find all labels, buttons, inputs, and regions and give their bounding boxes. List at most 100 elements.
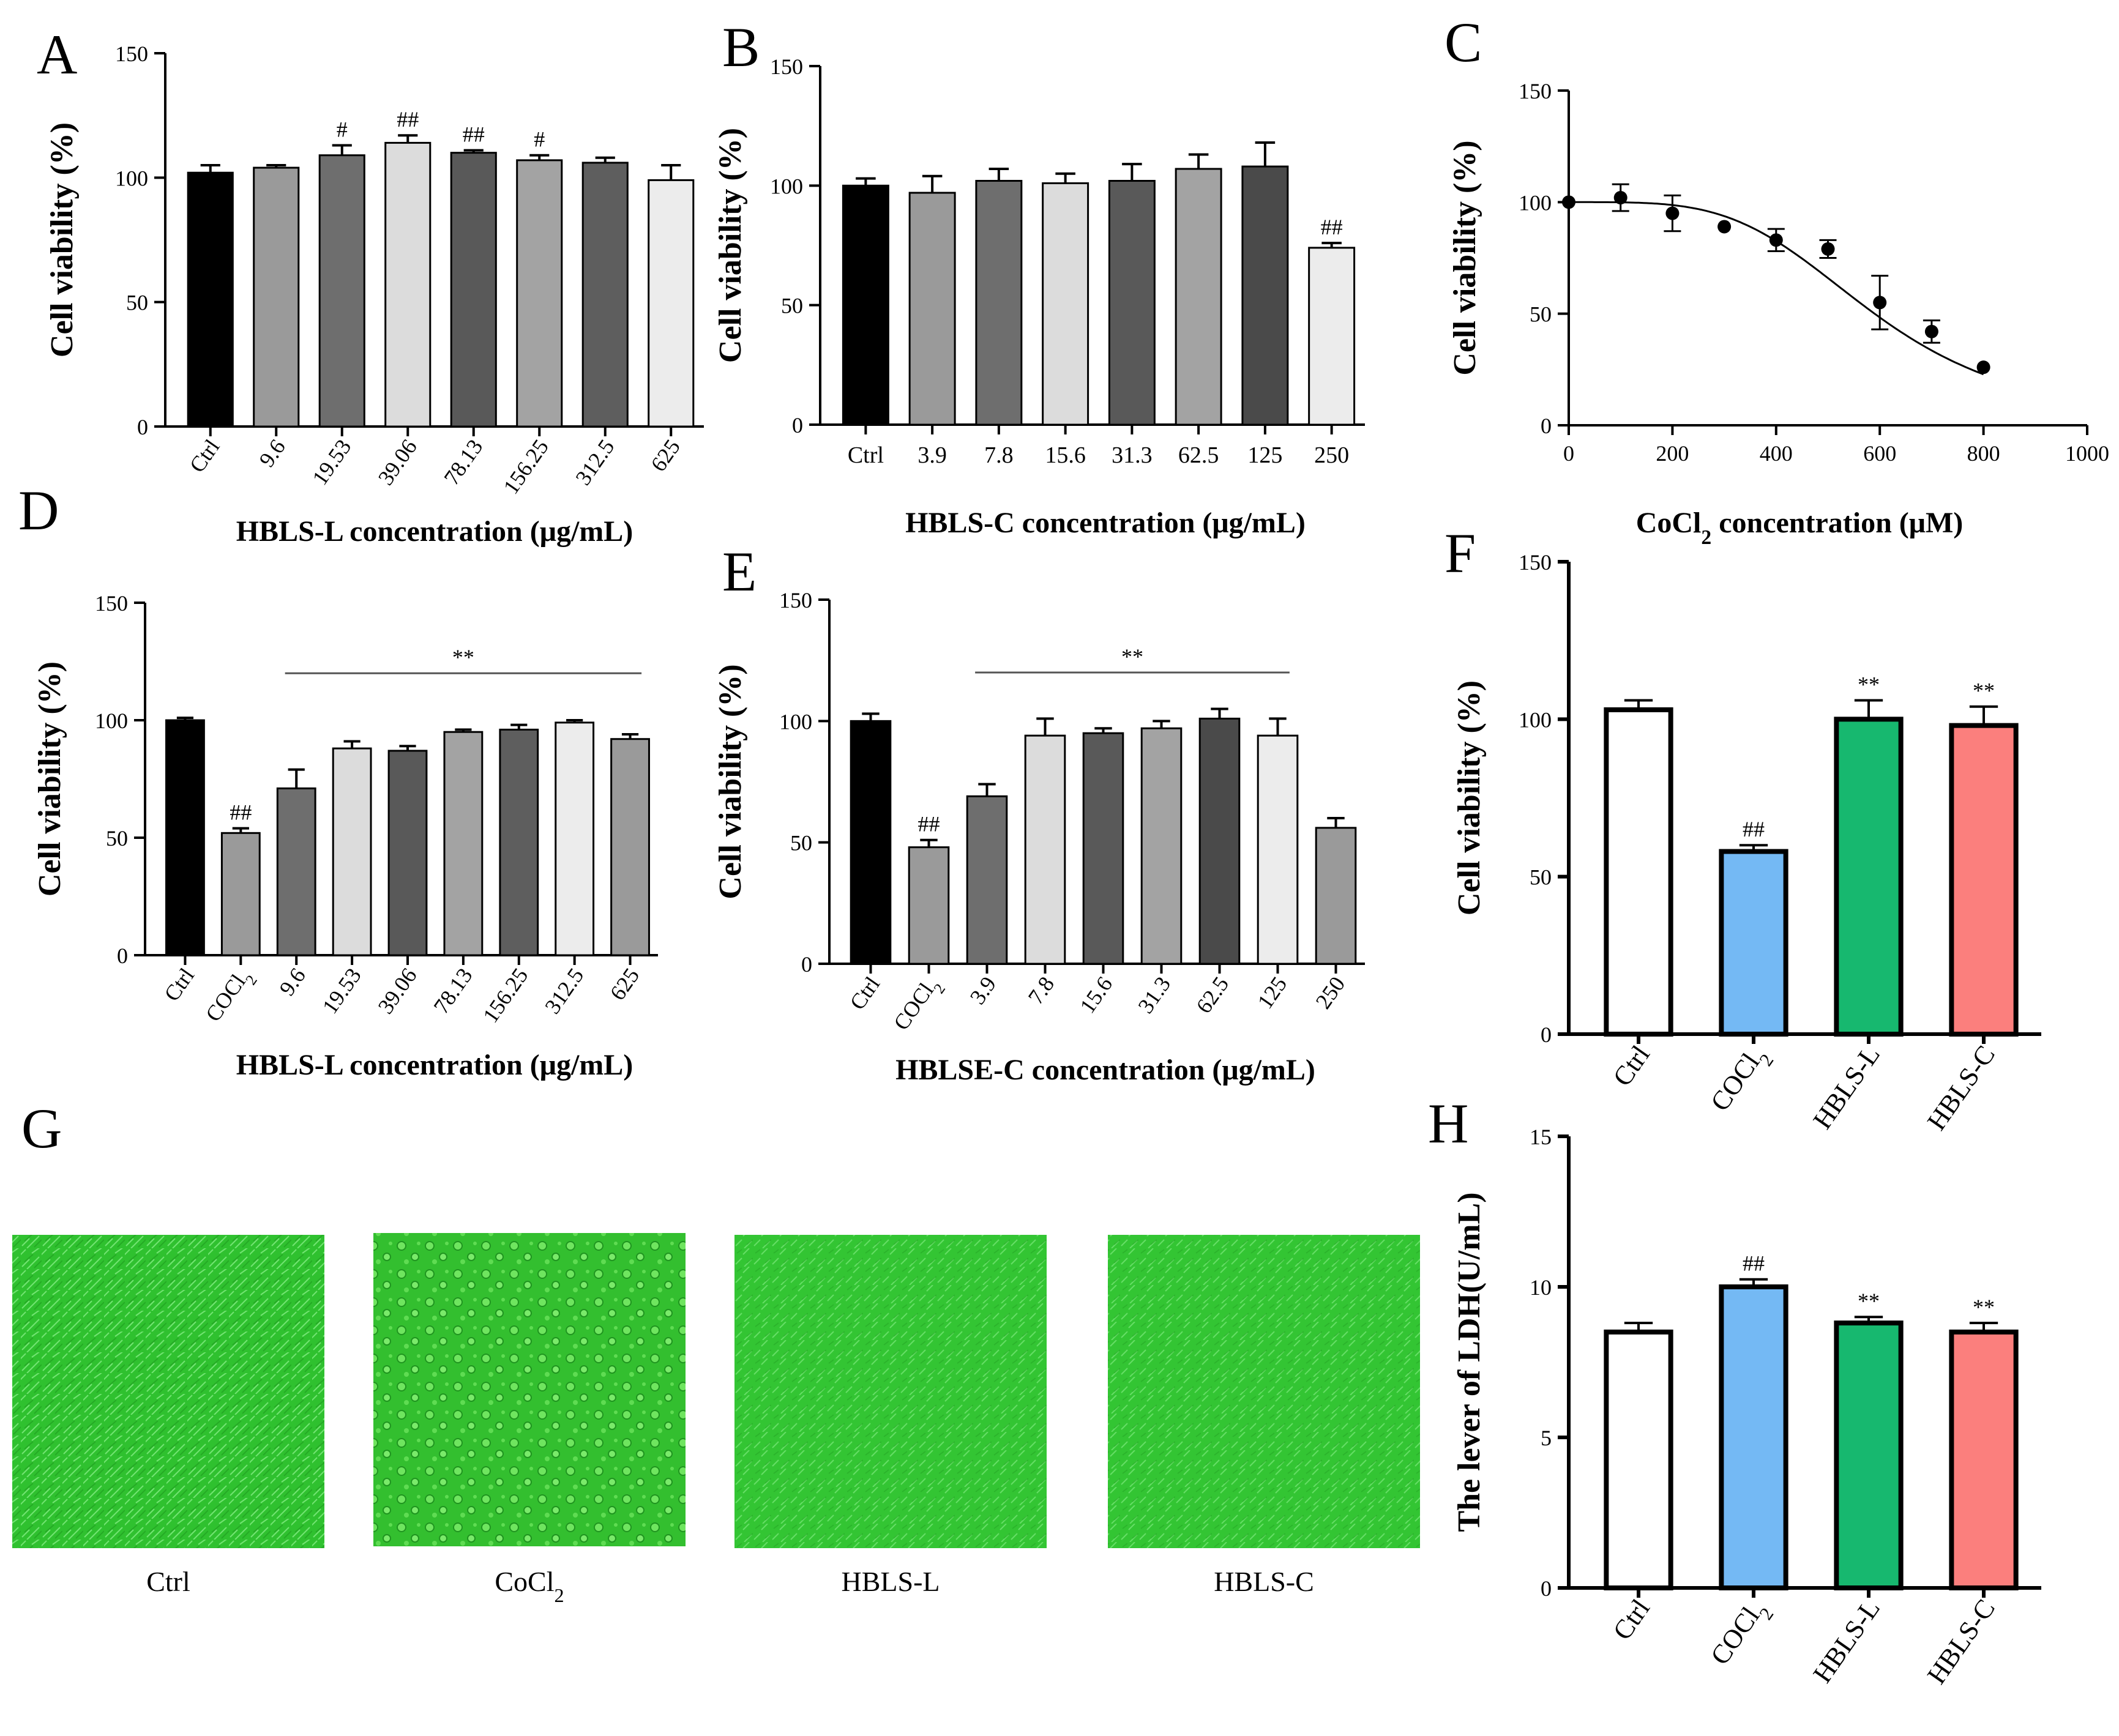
- y-tick-label: 0: [1541, 414, 1552, 438]
- y-tick-label: 50: [1530, 302, 1552, 327]
- data-point: [1976, 360, 1990, 374]
- bar-COCl2: [1719, 1284, 1788, 1590]
- x-tick-label: 9.6: [274, 964, 310, 1000]
- bar-156.25: [516, 159, 563, 428]
- micrograph-hbls-c: [1108, 1235, 1420, 1548]
- bar-15.6: [1082, 732, 1124, 965]
- x-tick-label: 625: [646, 435, 685, 476]
- data-point: [1924, 324, 1938, 338]
- bar-31.3: [1108, 180, 1156, 426]
- x-tick-label: Ctrl: [159, 964, 199, 1006]
- panel-C: C 0 50 100 150 Cell viability (%) 0 200 400 600 80…: [1444, 11, 2109, 549]
- bar-Ctrl: [1604, 1329, 1673, 1591]
- panel-E: E 0 50 100 150 Cell viability (%) Ctrl ## COCl2 3…: [713, 540, 1365, 1086]
- bar-312.5: [555, 721, 595, 956]
- bar-78.13: [443, 731, 484, 956]
- y-tick-label: 150: [779, 588, 812, 613]
- y-tick-label: 0: [792, 413, 803, 438]
- x-tick-label: 400: [1760, 441, 1793, 466]
- micrograph-label: Ctrl: [146, 1566, 190, 1597]
- micrograph-label: CoCl2: [495, 1566, 564, 1606]
- bar-HBLS-L: [1834, 1321, 1904, 1591]
- micrograph-label: HBLS-L: [842, 1566, 940, 1597]
- x-tick-label: 125: [1253, 972, 1292, 1013]
- data-point: [1717, 220, 1732, 234]
- bar-62.5: [1175, 168, 1222, 426]
- bar-COCl2: [908, 846, 950, 965]
- bar-125: [1257, 734, 1299, 965]
- panel-label: G: [21, 1097, 62, 1160]
- y-tick-label: 50: [781, 294, 803, 318]
- panel-B: B 0 50 100 150 Cell viability (%) Ctrl 3.9 7.8 15…: [713, 16, 1365, 539]
- panel-label: D: [18, 479, 59, 542]
- x-tick-label: 1000: [2065, 441, 2109, 466]
- x-tick-label: 62.5: [1191, 972, 1233, 1018]
- x-axis-title: HBLS-L concentration (μg/mL): [236, 1049, 633, 1081]
- x-tick-label: Ctrl: [1607, 1594, 1656, 1645]
- y-axis-title: Cell viability (%): [713, 128, 748, 363]
- y-axis-title: The lever of LDH(U/mL): [1452, 1192, 1487, 1532]
- x-tick-label: 9.6: [254, 435, 290, 472]
- bar-HBLS-L: [1834, 717, 1904, 1037]
- bar-3.9: [908, 192, 956, 426]
- y-tick-label: 50: [106, 826, 128, 851]
- y-tick-label: 100: [1519, 190, 1552, 215]
- panel-label: E: [722, 540, 757, 603]
- significance-mark: ##: [1321, 215, 1343, 239]
- y-tick-label: 50: [126, 291, 148, 315]
- y-axis-title: Cell viability (%): [1452, 680, 1487, 915]
- data-point: [1562, 195, 1575, 209]
- x-axis-title: HBLS-L concentration (μg/mL): [236, 515, 633, 548]
- significance-mark: ##: [397, 107, 419, 132]
- x-tick-label: 31.3: [1112, 442, 1153, 468]
- x-tick-label: 62.5: [1178, 442, 1219, 468]
- bar-Ctrl: [1604, 707, 1673, 1037]
- y-tick-label: 100: [779, 709, 812, 734]
- data-point: [1613, 191, 1628, 205]
- y-tick-label: 0: [137, 415, 148, 439]
- x-tick-label: 200: [1656, 441, 1689, 466]
- y-tick-label: 100: [115, 166, 148, 190]
- significance-mark: ##: [918, 812, 940, 836]
- x-tick-label: 625: [605, 964, 645, 1005]
- x-tick-label: 0: [1563, 441, 1574, 466]
- data-point: [1769, 233, 1783, 247]
- y-axis-title: Cell viability (%): [713, 664, 748, 899]
- panel-label: H: [1428, 1092, 1468, 1155]
- bar-9.6: [253, 166, 300, 428]
- data-point: [1873, 296, 1887, 310]
- significance-mark: **: [1858, 672, 1880, 696]
- bar-Ctrl: [187, 171, 234, 428]
- x-tick-label: 15.6: [1045, 442, 1086, 468]
- y-axis-title: Cell viability (%): [32, 661, 67, 896]
- bar-125: [1241, 165, 1289, 426]
- x-axis-title: HBLS-C concentration (μg/mL): [905, 507, 1306, 539]
- significance-mark: #: [534, 127, 545, 152]
- y-tick-label: 0: [117, 944, 128, 968]
- panel-label: A: [37, 23, 77, 86]
- x-tick-label: 312.5: [570, 435, 619, 490]
- x-tick-label: HBLS-L: [1807, 1594, 1886, 1688]
- bar-Ctrl: [165, 719, 205, 956]
- bar-156.25: [499, 728, 539, 956]
- panel-label: C: [1444, 11, 1482, 73]
- x-tick-label: 7.8: [1023, 972, 1060, 1009]
- x-tick-label: Ctrl: [845, 972, 884, 1015]
- x-tick-label: Ctrl: [848, 442, 884, 468]
- micrograph-label: HBLS-C: [1214, 1566, 1314, 1597]
- bar-COCl2: [220, 832, 261, 956]
- significance-mark: ##: [1743, 817, 1765, 841]
- x-tick-label: 39.06: [373, 435, 422, 490]
- bar-31.3: [1140, 727, 1183, 965]
- bar-HBLS-C: [1949, 723, 2019, 1037]
- x-tick-label: 39.06: [373, 964, 422, 1018]
- x-tick-label: 250: [1311, 972, 1350, 1013]
- x-tick-label: 3.9: [917, 442, 947, 468]
- fit-curve: [1569, 201, 1984, 376]
- x-tick-label: 15.6: [1075, 972, 1117, 1018]
- data-point: [1821, 242, 1835, 256]
- y-tick-label: 100: [95, 709, 128, 733]
- panel-label: B: [722, 16, 760, 78]
- bar-78.13: [450, 152, 497, 428]
